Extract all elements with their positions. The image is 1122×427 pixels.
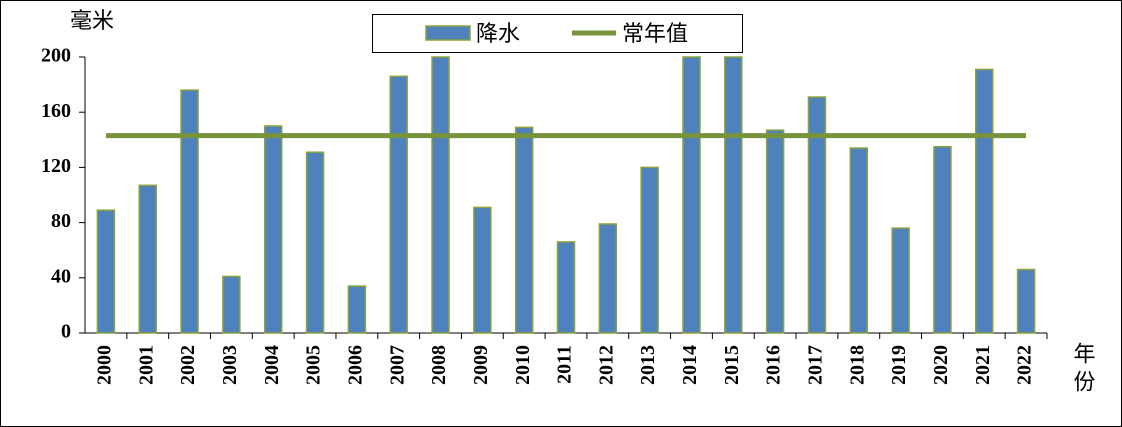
x-tick-label: 2001 [135, 345, 157, 385]
x-tick-label: 2010 [512, 345, 534, 385]
bar [222, 275, 241, 334]
bar [556, 241, 576, 334]
x-tick-label: 2008 [428, 345, 450, 385]
bar [849, 147, 869, 334]
bar [138, 184, 157, 334]
x-tick-label: 2007 [386, 345, 408, 385]
legend-label: 降水 [476, 22, 520, 47]
y-tick-label: 200 [41, 45, 71, 67]
bar [473, 206, 492, 334]
x-tick-label: 2009 [470, 345, 492, 385]
x-tick-label: 2018 [846, 345, 868, 385]
x-tick-label: 2014 [679, 345, 701, 385]
bar [96, 209, 116, 334]
legend-label: 常年值 [622, 22, 688, 47]
bar [180, 89, 199, 334]
bar [598, 223, 618, 334]
x-tick-label: 2012 [595, 345, 617, 385]
bar [640, 166, 659, 334]
x-tick-label: 2011 [554, 345, 576, 384]
y-axis-label: 毫米 [70, 9, 114, 34]
x-tick-label: 2019 [888, 345, 910, 385]
bar [975, 68, 994, 334]
x-tick-label: 2021 [972, 345, 994, 385]
bar [431, 56, 450, 334]
legend-swatch [425, 25, 471, 41]
x-axis-label: 年份 [1070, 342, 1096, 398]
bar [682, 56, 701, 334]
x-tick-label: 2000 [94, 345, 116, 385]
bar [514, 126, 534, 334]
bar [1016, 268, 1036, 334]
bar [389, 75, 408, 334]
bar [765, 129, 785, 334]
y-tick-label: 40 [51, 265, 71, 287]
bar [724, 56, 743, 334]
x-tick-label: 2017 [805, 345, 827, 385]
y-tick-label: 0 [61, 321, 71, 343]
y-tick-label: 160 [41, 100, 71, 122]
bar [933, 145, 952, 334]
bar [807, 96, 827, 334]
x-tick-label: 2015 [721, 345, 743, 385]
x-tick-label: 2004 [261, 345, 283, 385]
x-tick-label: 2006 [344, 345, 366, 385]
bar [305, 151, 325, 334]
x-tick-label: 2013 [637, 345, 659, 385]
y-tick-label: 80 [51, 210, 71, 232]
x-tick-label: 2005 [303, 345, 325, 385]
bar [891, 227, 910, 334]
bar [263, 125, 283, 334]
x-tick-label: 2016 [763, 345, 785, 385]
x-tick-label: 2020 [930, 345, 952, 385]
x-tick-label: 2022 [1014, 345, 1036, 385]
x-tick-label: 2002 [177, 345, 199, 385]
bar [347, 285, 367, 334]
x-tick-label: 2003 [219, 345, 241, 385]
y-tick-label: 120 [41, 155, 71, 177]
